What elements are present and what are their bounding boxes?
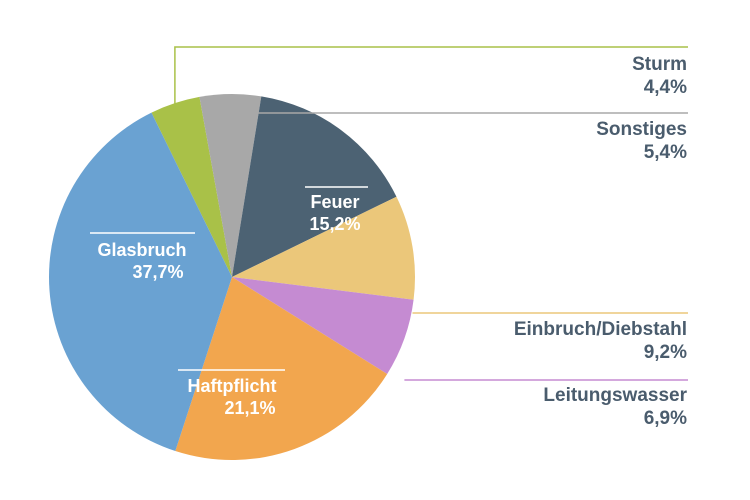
label-feuer-value: 15,2% [309,214,360,234]
label-feuer: Feuer 15,2% [305,186,368,234]
label-sonstiges: Sonstiges 5,4% [596,119,687,163]
label-leitungswasser-value: 6,9% [644,408,687,429]
label-glasbruch-value: 37,7% [132,262,183,282]
label-sturm: Sturm 4,4% [632,54,687,98]
label-sturm-name: Sturm [632,54,687,75]
label-haftpflicht: Haftpflicht 21,1% [178,369,285,418]
label-haftpflicht-name: Haftpflicht [188,376,277,396]
label-sonstiges-value: 5,4% [644,142,687,163]
label-feuer-name: Feuer [310,192,359,212]
leader-line-sturm [174,46,688,109]
pie-slice-sonstiges [199,93,262,277]
pie-slice-leitungswasser [232,277,414,374]
label-sturm-value: 4,4% [644,77,687,98]
label-leitungswasser: Leitungswasser 6,9% [543,385,687,429]
leader-lines [174,46,688,381]
pie-slice-glasbruch [48,112,233,451]
label-leitungswasser-name: Leitungswasser [543,385,687,406]
pie-slice-haftpflicht [175,277,388,460]
label-glasbruch: Glasbruch 37,7% [90,232,195,282]
pie-slice-sturm [151,96,232,277]
label-einbruch-name: Einbruch/Diebstahl [514,319,687,340]
pie-slice-einbruch-diebstahl [232,196,416,300]
label-einbruch-value: 9,2% [644,342,687,363]
label-sonstiges-name: Sonstiges [596,119,687,140]
label-glasbruch-name: Glasbruch [97,240,186,260]
label-haftpflicht-value: 21,1% [224,398,275,418]
label-einbruch: Einbruch/Diebstahl 9,2% [514,319,687,363]
